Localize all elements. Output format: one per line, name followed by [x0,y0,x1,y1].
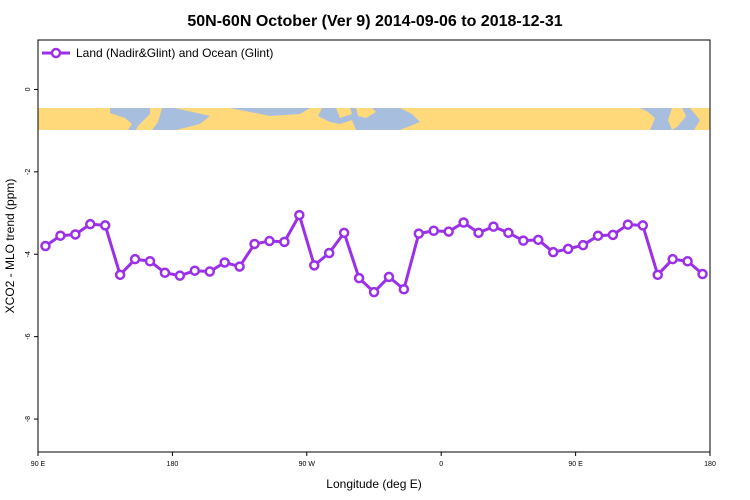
data-point [204,266,215,277]
map-strip [38,108,710,130]
x-tick-label: 180 [167,461,179,468]
data-point [368,286,380,298]
data-point [607,229,619,241]
y-tick-label: -8 [25,416,32,422]
series-layer [40,209,708,298]
data-point [622,219,634,230]
data-point [533,234,544,246]
land-region-asia [38,108,132,130]
data-point [682,255,693,267]
data-point [697,268,708,280]
data-point [353,272,365,284]
data-point [473,227,484,239]
data-point [547,246,559,258]
x-axis-label: Longitude (deg E) [326,477,421,491]
legend: Land (Nadir&Glint) and Ocean (Glint) [42,46,273,60]
data-point [383,271,395,283]
data-point [518,235,529,246]
x-tick-label: 180 [704,461,716,468]
data-point [338,227,350,239]
data-point [40,240,51,252]
data-point [55,230,66,241]
x-tick-label: 90 E [568,461,583,468]
legend-label: Land (Nadir&Glint) and Ocean (Glint) [76,46,273,60]
data-point [264,235,275,247]
data-point [249,238,260,250]
data-point [323,247,335,259]
legend-marker [50,47,62,59]
x-axis: 90 E 180 90 W 0 90 E 180 [31,452,716,468]
data-point [129,253,141,265]
data-point [637,220,649,231]
data-point [413,228,425,239]
data-point [488,221,499,232]
data-point [562,243,574,255]
y-axis-label: XCO2 - MLO trend (ppm) [3,179,17,314]
data-point [309,260,320,271]
data-point [279,236,290,248]
data-point [99,220,111,231]
land-region-alaska [175,108,356,130]
land-region-kamchatka-repeat [668,108,686,130]
x-tick-label: 0 [439,461,443,468]
land-region-labrador [356,108,376,118]
data-point [294,209,305,221]
y-axis: 0 -2 -4 -6 -8 [25,87,38,422]
land-region-alaska-repeat [690,108,710,130]
data-point [667,253,678,265]
data-point [428,225,439,237]
data-point [144,255,156,267]
land-region-kamchatka [136,108,162,130]
chart-title: 50N-60N October (Ver 9) 2014-09-06 to 20… [187,13,562,30]
data-point [577,239,589,251]
map-land [38,108,710,130]
y-tick-label: -4 [25,251,32,257]
data-point [503,227,514,239]
data-point [219,257,230,268]
y-tick-label: -6 [25,333,32,339]
data-point [114,269,126,281]
land-region-europe [400,108,655,130]
data-point [70,229,81,240]
data-point [174,270,186,281]
x-tick-label: 90 E [31,461,46,468]
data-point [458,217,469,228]
data-point [398,284,410,295]
data-point [234,261,245,272]
x-tick-label: 90 W [299,461,316,468]
data-point [443,226,454,237]
data-point [652,269,663,281]
plot-frame [37,39,711,453]
land-region-hudson [336,108,352,118]
data-point [592,230,604,241]
data-point [85,218,96,230]
y-tick-label: 0 [25,87,32,91]
series-line [44,213,704,294]
y-tick-label: -2 [25,169,32,175]
data-point [159,267,171,279]
data-point [189,265,201,276]
